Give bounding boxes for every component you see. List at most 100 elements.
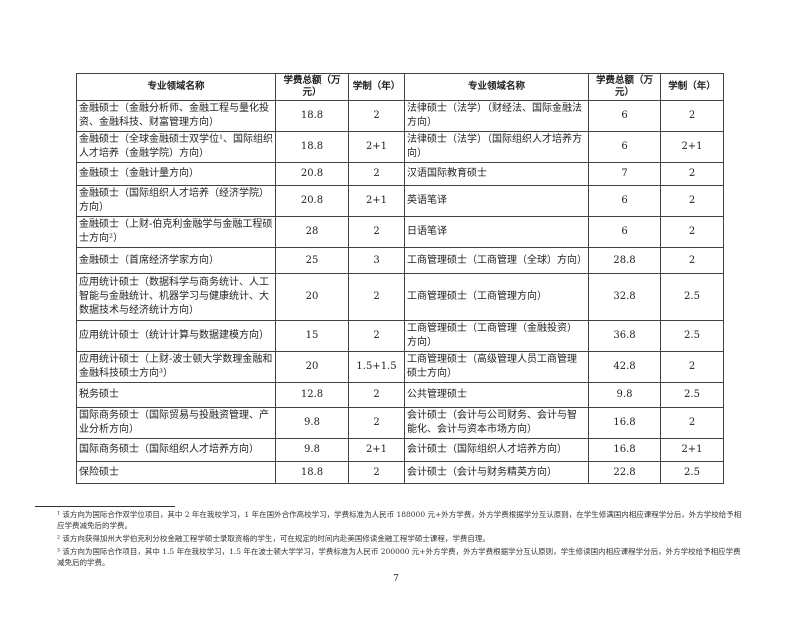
- cell-left-name: 金融硕士（金融计量方向）: [76, 162, 276, 186]
- cell-left-fee: 28: [275, 216, 349, 248]
- cell-left-name: 保险硕士: [76, 461, 276, 484]
- cell-right-years: 2: [660, 100, 724, 132]
- cell-left-fee: 20: [275, 273, 349, 321]
- cell-left-name: 金融硕士（全球金融硕士双学位¹、国际组织人才培养（金融学院）方向）: [76, 131, 276, 163]
- cell-right-name: 公共管理硕士: [404, 382, 589, 408]
- cell-left-fee: 20.8: [275, 185, 349, 217]
- cell-left-name: 金融硕士（上财-伯克利金融学与金融工程硕士方向²）: [76, 216, 276, 248]
- cell-right-years: 2: [660, 162, 724, 186]
- table-row: 保险硕士 18.8 2 会计硕士（会计与财务精英方向） 22.8 2.5: [76, 461, 724, 484]
- cell-left-name: 应用统计硕士（上财-波士顿大学数理金融和金融科技硕士方向³）: [76, 351, 276, 383]
- tuition-table: 专业领域名称 学费总额（万元） 学制（年） 专业领域名称 学费总额（万元） 学制…: [76, 73, 724, 484]
- cell-right-name: 会计硕士（会计与公司财务、会计与智能化、会计与资本市场方向）: [404, 407, 589, 439]
- cell-right-fee: 6: [588, 216, 661, 248]
- cell-right-name: 日语笔译: [404, 216, 589, 248]
- table-row: 税务硕士 12.8 2 公共管理硕士 9.8 2.5: [76, 382, 724, 408]
- cell-left-years: 2: [348, 461, 405, 484]
- cell-right-fee: 9.8: [588, 382, 661, 408]
- cell-left-name: 金融硕士（金融分析师、金融工程与量化投资、金融科技、财富管理方向）: [76, 100, 276, 132]
- cell-right-years: 2.5: [660, 461, 724, 484]
- table-row: 国际商务硕士（国际贸易与投融资管理、产业分析方向） 9.8 2 会计硕士（会计与公司财…: [76, 407, 724, 439]
- cell-right-fee: 16.8: [588, 438, 661, 462]
- cell-right-fee: 42.8: [588, 351, 661, 383]
- cell-left-years: 1.5+1.5: [348, 351, 405, 383]
- cell-left-years: 2: [348, 273, 405, 321]
- table-header-row: 专业领域名称 学费总额（万元） 学制（年） 专业领域名称 学费总额（万元） 学制…: [76, 73, 724, 101]
- cell-right-years: 2: [660, 351, 724, 383]
- cell-right-fee: 32.8: [588, 273, 661, 321]
- cell-right-fee: 6: [588, 100, 661, 132]
- cell-right-fee: 16.8: [588, 407, 661, 439]
- cell-left-years: 2+1: [348, 185, 405, 217]
- table-row: 国际商务硕士（国际组织人才培养方向） 9.8 2+1 会计硕士（国际组织人才培养方向）…: [76, 438, 724, 462]
- cell-right-fee: 22.8: [588, 461, 661, 484]
- table-row: 应用统计硕士（上财-波士顿大学数理金融和金融科技硕士方向³） 20 1.5+1.5 工…: [76, 351, 724, 383]
- header-years-right: 学制（年）: [660, 73, 724, 101]
- cell-left-name: 国际商务硕士（国际组织人才培养方向）: [76, 438, 276, 462]
- cell-left-fee: 25: [275, 247, 349, 274]
- cell-left-name: 应用统计硕士（统计计算与数据建模方向）: [76, 320, 276, 352]
- table-row: 金融硕士（国际组织人才培养（经济学院）方向） 20.8 2+1 英语笔译 6 2: [76, 185, 724, 217]
- cell-right-fee: 7: [588, 162, 661, 186]
- cell-right-name: 会计硕士（国际组织人才培养方向）: [404, 438, 589, 462]
- cell-right-years: 2: [660, 185, 724, 217]
- footnote-3: ³ 该方向为国际合作项目，其中 1.5 年在我校学习，1.5 年在波士顿大学学习…: [57, 547, 741, 567]
- cell-right-name: 工商管理硕士（高级管理人员工商管理硕士方向）: [404, 351, 589, 383]
- cell-left-name: 金融硕士（国际组织人才培养（经济学院）方向）: [76, 185, 276, 217]
- header-fee-left: 学费总额（万元）: [275, 73, 349, 101]
- table-row: 金融硕士（上财-伯克利金融学与金融工程硕士方向²） 28 2 日语笔译 6 2: [76, 216, 724, 248]
- cell-right-years: 2.5: [660, 273, 724, 321]
- cell-right-fee: 6: [588, 185, 661, 217]
- cell-right-years: 2+1: [660, 131, 724, 163]
- page-number: 7: [393, 574, 399, 584]
- cell-right-years: 2+1: [660, 438, 724, 462]
- table-row: 金融硕士（金融分析师、金融工程与量化投资、金融科技、财富管理方向） 18.8 2 法律…: [76, 100, 724, 132]
- cell-left-years: 2: [348, 382, 405, 408]
- cell-right-years: 2: [660, 216, 724, 248]
- footnote-1: ¹ 该方向为国际合作双学位项目，其中 2 年在我校学习，1 年在国外合作高校学习…: [57, 510, 742, 530]
- header-fee-right: 学费总额（万元）: [588, 73, 661, 101]
- cell-left-fee: 12.8: [275, 382, 349, 408]
- cell-right-fee: 36.8: [588, 320, 661, 352]
- cell-left-fee: 20: [275, 351, 349, 383]
- header-name-right: 专业领域名称: [404, 73, 589, 101]
- cell-left-years: 2+1: [348, 131, 405, 163]
- header-years-left: 学制（年）: [348, 73, 405, 101]
- cell-right-name: 法律硕士（法学）（国际组织人才培养方向）: [404, 131, 589, 163]
- cell-right-name: 工商管理硕士（工商管理（金融投资）方向）: [404, 320, 589, 352]
- table-row: 金融硕士（金融计量方向） 20.8 2 汉语国际教育硕士 7 2: [76, 162, 724, 186]
- cell-left-fee: 18.8: [275, 100, 349, 132]
- cell-left-fee: 20.8: [275, 162, 349, 186]
- cell-right-years: 2: [660, 407, 724, 439]
- cell-left-name: 国际商务硕士（国际贸易与投融资管理、产业分析方向）: [76, 407, 276, 439]
- cell-right-name: 英语笔译: [404, 185, 589, 217]
- cell-left-fee: 18.8: [275, 131, 349, 163]
- cell-right-name: 工商管理硕士（工商管理（全球）方向）: [404, 247, 589, 274]
- cell-left-fee: 9.8: [275, 438, 349, 462]
- cell-right-name: 汉语国际教育硕士: [404, 162, 589, 186]
- table-row: 应用统计硕士（数据科学与商务统计、人工智能与金融统计、机器学习与健康统计、大数据…: [76, 273, 724, 321]
- cell-right-name: 会计硕士（会计与财务精英方向）: [404, 461, 589, 484]
- footnote-2: ² 该方向获得加州大学伯克利分校金融工程学硕士录取资格的学生，可在规定的时间内赴…: [57, 534, 490, 543]
- cell-left-name: 税务硕士: [76, 382, 276, 408]
- cell-left-years: 2: [348, 407, 405, 439]
- cell-left-years: 2: [348, 162, 405, 186]
- footnote-divider: [35, 506, 175, 507]
- cell-left-years: 2: [348, 320, 405, 352]
- cell-left-years: 2+1: [348, 438, 405, 462]
- cell-right-name: 工商管理硕士（工商管理方向）: [404, 273, 589, 321]
- table-row: 金融硕士（全球金融硕士双学位¹、国际组织人才培养（金融学院）方向） 18.8 2+1…: [76, 131, 724, 163]
- cell-left-fee: 15: [275, 320, 349, 352]
- page-content: 专业领域名称 学费总额（万元） 学制（年） 专业领域名称 学费总额（万元） 学制…: [35, 73, 747, 594]
- cell-left-years: 2: [348, 100, 405, 132]
- cell-left-fee: 9.8: [275, 407, 349, 439]
- cell-right-fee: 28.8: [588, 247, 661, 274]
- cell-left-years: 2: [348, 216, 405, 248]
- cell-left-name: 应用统计硕士（数据科学与商务统计、人工智能与金融统计、机器学习与健康统计、大数据…: [76, 273, 276, 321]
- header-name-left: 专业领域名称: [76, 73, 276, 101]
- cell-right-name: 法律硕士（法学）（财经法、国际金融法方向）: [404, 100, 589, 132]
- cell-right-years: 2.5: [660, 320, 724, 352]
- cell-right-years: 2: [660, 247, 724, 274]
- table-row: 应用统计硕士（统计计算与数据建模方向） 15 2 工商管理硕士（工商管理（金融投资）方…: [76, 320, 724, 352]
- cell-left-name: 金融硕士（首席经济学家方向）: [76, 247, 276, 274]
